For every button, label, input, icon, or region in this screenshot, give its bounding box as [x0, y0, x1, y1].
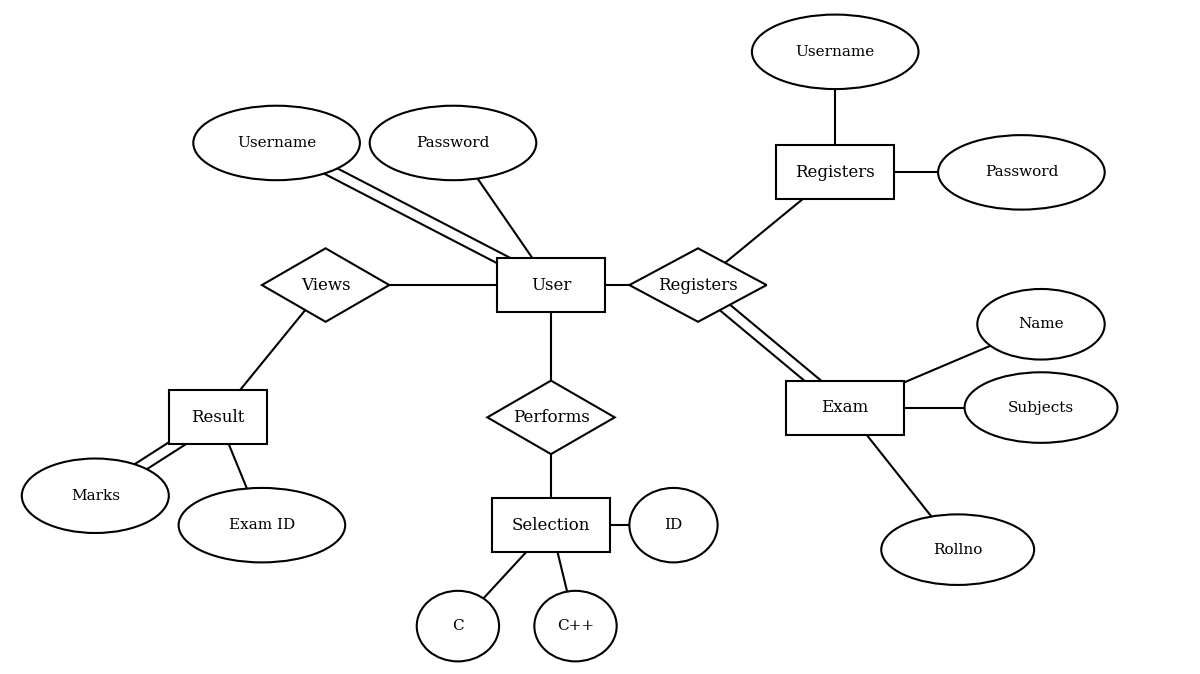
Text: Result: Result — [191, 409, 245, 426]
Ellipse shape — [534, 591, 617, 661]
Polygon shape — [262, 248, 389, 321]
Ellipse shape — [629, 488, 718, 562]
Ellipse shape — [179, 488, 346, 562]
Text: Registers: Registers — [796, 164, 875, 181]
Ellipse shape — [752, 15, 918, 89]
Ellipse shape — [938, 135, 1105, 210]
Bar — [786, 381, 904, 435]
Ellipse shape — [965, 372, 1117, 443]
Text: Subjects: Subjects — [1008, 400, 1074, 415]
Text: C: C — [452, 619, 463, 633]
Ellipse shape — [22, 458, 169, 533]
Ellipse shape — [370, 106, 536, 180]
Bar — [776, 146, 894, 200]
Bar — [497, 258, 605, 312]
Ellipse shape — [416, 591, 499, 661]
Ellipse shape — [881, 514, 1034, 585]
Text: Performs: Performs — [512, 409, 589, 426]
Text: ID: ID — [665, 518, 683, 532]
Text: Selection: Selection — [512, 517, 590, 534]
Bar — [169, 390, 266, 444]
Text: Password: Password — [985, 165, 1058, 179]
Text: C++: C++ — [557, 619, 594, 633]
Ellipse shape — [977, 289, 1105, 359]
Bar — [492, 498, 610, 552]
Ellipse shape — [193, 106, 360, 180]
Text: Rollno: Rollno — [934, 543, 983, 557]
Text: Marks: Marks — [71, 489, 120, 503]
Text: Views: Views — [301, 276, 350, 294]
Text: Exam ID: Exam ID — [229, 518, 295, 532]
Polygon shape — [629, 248, 767, 321]
Text: Password: Password — [416, 136, 490, 150]
Text: Username: Username — [796, 44, 875, 59]
Text: Username: Username — [236, 136, 317, 150]
Text: User: User — [530, 276, 571, 294]
Text: Name: Name — [1018, 317, 1064, 331]
Text: Registers: Registers — [658, 276, 738, 294]
Polygon shape — [487, 381, 614, 454]
Text: Exam: Exam — [821, 399, 869, 416]
